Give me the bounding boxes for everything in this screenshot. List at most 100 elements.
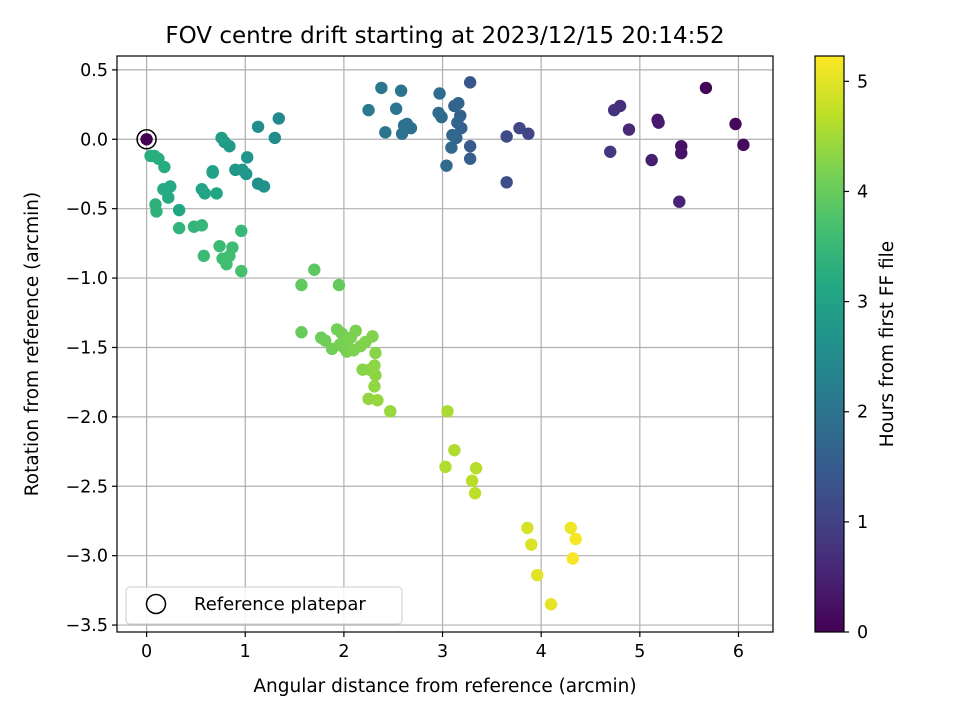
scatter-point [699,81,713,95]
colorbar-tick-label: 4 [857,182,868,202]
scatter-point [463,152,477,165]
scatter-point [235,224,248,238]
x-tick-label: 6 [733,642,744,662]
scatter-point [144,149,157,163]
scatter-point [195,219,209,232]
colorbar-ticks: 0 1 2 3 4 5 [844,72,868,643]
legend-marker-icon [145,593,167,615]
scatter-point [645,153,658,167]
x-tick-label: 1 [240,642,251,662]
scatter-point [604,145,617,158]
scatter-point [389,102,403,115]
scatter-point [213,239,226,253]
scatter-point [463,76,477,89]
scatter-point [569,532,582,546]
chart-title: FOV centre drift starting at 2023/12/15 … [165,23,724,49]
y-tick-label: −3.5 [66,616,109,636]
scatter-point [652,116,665,129]
scatter-point [197,249,211,263]
y-tick-label: −0.5 [66,200,109,220]
y-tick-label: −2.0 [66,408,109,428]
scatter-point [440,159,453,172]
x-tick-label: 3 [437,642,448,662]
data-points [144,76,750,611]
y-tick-label: 0.0 [80,130,108,150]
scatter-point [215,131,228,145]
scatter-point [513,121,526,135]
plot-area [116,55,774,633]
scatter-point [439,460,452,474]
colorbar: 0 1 2 3 4 5 Hours from first FF file [814,55,898,643]
colorbar-tick-label: 2 [857,403,868,423]
scatter-point [432,106,445,120]
scatter-point [332,278,346,292]
scatter-point [157,183,170,196]
scatter-point [522,127,535,140]
scatter-point [566,552,579,565]
colorbar-label: Hours from first FF file [877,241,898,447]
scatter-point [394,84,408,97]
scatter-point [362,103,375,117]
scatter-point [369,369,382,382]
legend-entry-reference: Reference platepar [194,594,366,615]
scatter-point [607,103,621,117]
scatter-point [172,203,186,217]
scatter-point [737,138,750,152]
scatter-point [241,151,254,164]
scatter-point [379,126,392,139]
reference-marker [136,129,157,150]
scatter-point [384,405,397,418]
scatter-point [272,112,285,125]
y-tick-label: −1.5 [66,338,109,358]
scatter-point [349,324,362,338]
y-axis-ticks: 0.5 0.0 −0.5 −1.0 −1.5 −2.0 −2.5 −3.0 −3.5 [66,61,117,636]
colorbar-tick-label: 5 [857,72,868,92]
scatter-point [369,346,382,360]
scatter-point [525,538,538,551]
y-tick-label: −3.0 [66,547,109,567]
y-tick-label: −1.0 [66,269,109,289]
scatter-point [198,187,211,200]
scatter-point [172,221,186,235]
scatter-point [622,123,636,136]
scatter-point [150,205,163,218]
scatter-point [451,116,464,129]
colorbar-tick-label: 0 [857,623,868,643]
scatter-point [452,96,465,110]
scatter-point [445,141,458,154]
scatter-point [235,264,248,278]
scatter-point [366,330,379,343]
scatter-point [251,120,265,133]
scatter-point [433,87,446,100]
scatter-point [446,128,459,142]
x-tick-label: 5 [634,642,645,662]
scatter-point [236,163,249,177]
y-axis-label: Rotation from reference (arcmin) [22,192,43,496]
scatter-point [468,487,482,500]
x-axis-ticks: 0 1 2 3 4 5 6 [141,632,744,662]
colorbar-gradient [814,55,845,633]
scatter-point [368,359,381,372]
scatter-point [729,117,742,131]
scatter-point [308,263,321,276]
scatter-point [675,146,688,160]
y-tick-label: 0.5 [80,61,108,81]
scatter-point [210,187,223,200]
scatter-point [673,195,686,208]
x-tick-label: 4 [536,642,547,662]
x-tick-label: 2 [338,642,349,662]
scatter-point [220,257,233,271]
reference-point [140,133,153,146]
legend-box [125,586,403,625]
scatter-point [448,443,461,457]
colorbar-tick-label: 1 [857,513,868,533]
scatter-point [441,405,454,418]
x-axis-label: Angular distance from reference (arcmin) [253,676,636,697]
scatter-point [368,380,381,393]
x-tick-label: 0 [141,642,152,662]
scatter-point [268,131,282,145]
scatter-point [564,521,577,535]
colorbar-tick-label: 3 [857,293,868,313]
scatter-point [544,598,558,611]
